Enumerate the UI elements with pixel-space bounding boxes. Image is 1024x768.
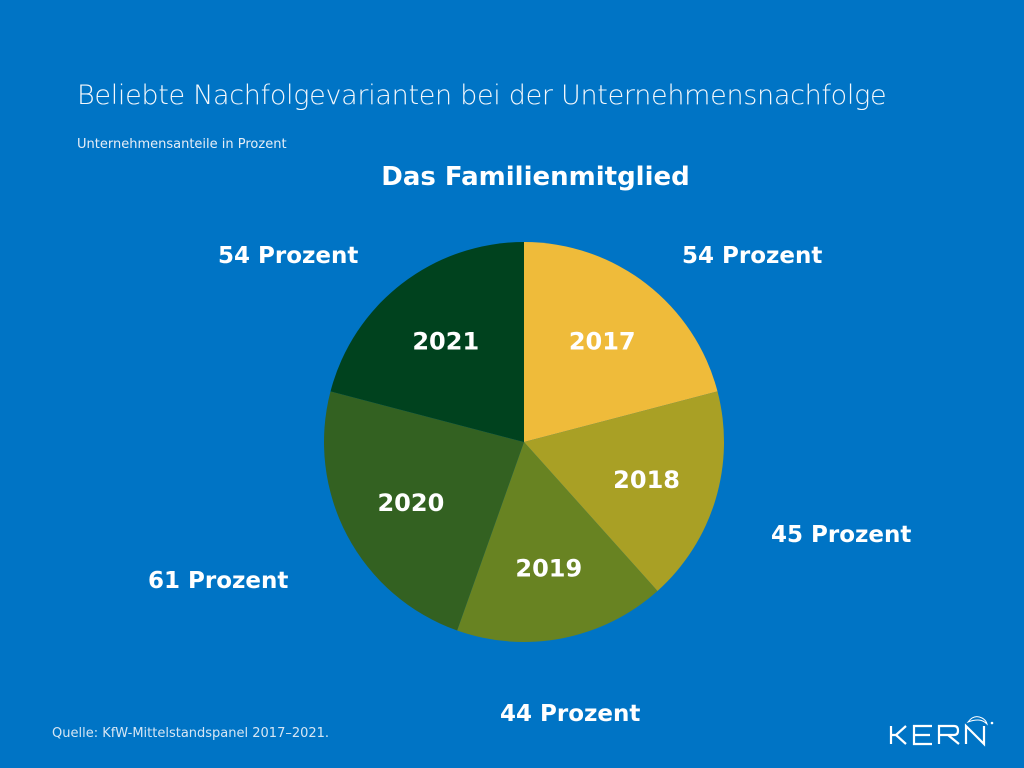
value-label-2017: 54 Prozent [682, 243, 823, 269]
page-title: Beliebte Nachfolgevarianten bei der Unte… [77, 80, 887, 111]
slice-label-2021: 2021 [412, 328, 479, 356]
value-label-2020: 61 Prozent [148, 568, 289, 594]
pie-slice-2020 [324, 391, 524, 631]
pie-slice-2019 [457, 442, 658, 642]
value-label-2019: 44 Prozent [500, 701, 641, 727]
pie-slice-2021 [330, 242, 524, 442]
source-note: Quelle: KfW-Mittelstandspanel 2017–2021. [52, 726, 330, 741]
page-subtitle: Unternehmensanteile in Prozent [77, 137, 287, 152]
pie-slice-2017 [524, 242, 718, 442]
kern-logo [889, 716, 994, 747]
value-label-2018: 45 Prozent [771, 522, 912, 548]
pie-slice-2018 [524, 391, 724, 591]
slice-label-2020: 2020 [377, 489, 444, 517]
value-label-2021: 54 Prozent [218, 243, 359, 269]
slice-label-2017: 2017 [569, 328, 636, 356]
slice-label-2019: 2019 [515, 555, 582, 583]
chart-title: Das Familienmitglied [381, 162, 690, 192]
slice-label-2018: 2018 [613, 466, 680, 494]
